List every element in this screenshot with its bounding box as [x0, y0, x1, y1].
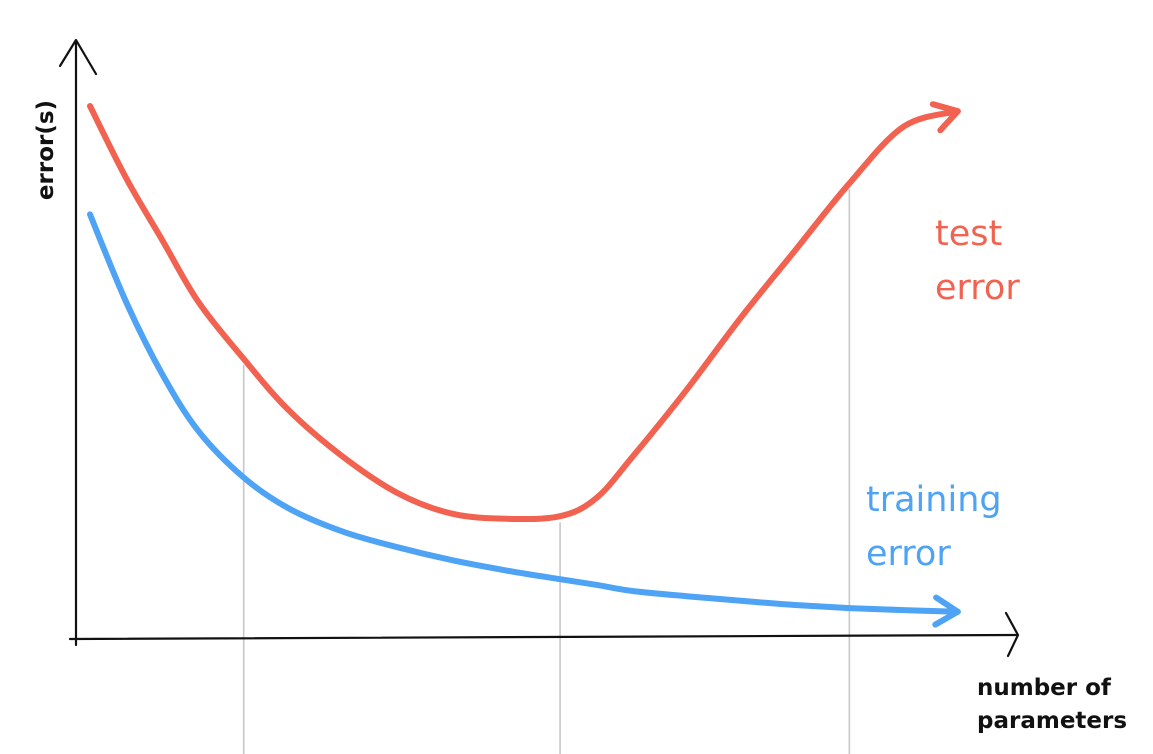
training-error-label-line-1: training [866, 480, 1002, 520]
y-axis-label: error(s) [33, 100, 59, 200]
axes [58, 38, 1020, 658]
reference-lines [242, 189, 851, 754]
test-error-arrow-icon [929, 101, 961, 134]
test-error-label-line-1: test [935, 214, 1002, 254]
x-axis [68, 633, 1018, 641]
training-error-label-line-2: error [866, 534, 951, 574]
x-axis-arrow-icon [1004, 611, 1020, 658]
x-axis-label: number of parameters [977, 675, 1127, 734]
series-layer [87, 101, 961, 628]
test-error-label: test error [935, 214, 1020, 308]
y-axis-arrow-icon [58, 38, 98, 76]
test-error-label-line-2: error [935, 268, 1020, 308]
x-axis-label-line-1: number of [977, 675, 1112, 701]
test-error-line [87, 103, 961, 523]
x-axis-label-line-2: parameters [977, 708, 1127, 734]
training-error-line [87, 211, 961, 615]
training-error-label: training error [866, 480, 1013, 574]
training-error-arrow-icon [932, 594, 961, 628]
